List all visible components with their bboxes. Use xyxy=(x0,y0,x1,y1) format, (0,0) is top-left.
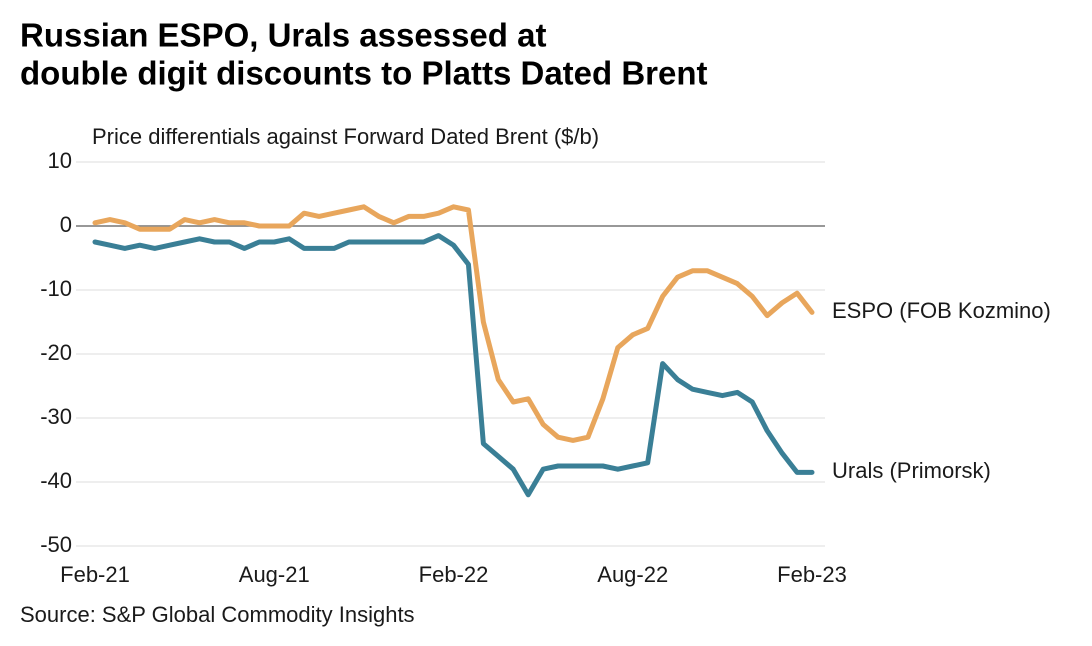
chart-title: double digit discounts to Platts Dated B… xyxy=(20,55,708,92)
y-tick-label: -30 xyxy=(40,404,72,429)
subtitle: Price differentials against Forward Date… xyxy=(92,124,599,149)
x-tick-label: Feb-23 xyxy=(777,562,847,587)
series-line xyxy=(92,233,815,498)
y-tick-label: 0 xyxy=(60,212,72,237)
y-tick-label: -40 xyxy=(40,468,72,493)
series-line xyxy=(92,204,815,443)
x-tick-label: Feb-22 xyxy=(419,562,489,587)
legend-label: Urals (Primorsk) xyxy=(832,458,991,483)
x-tick-label: Aug-21 xyxy=(239,562,310,587)
x-tick-label: Feb-21 xyxy=(60,562,130,587)
legend-label: ESPO (FOB Kozmino) xyxy=(832,298,1051,323)
y-tick-label: -50 xyxy=(40,532,72,557)
source: Source: S&P Global Commodity Insights xyxy=(20,602,415,627)
y-tick-label: -10 xyxy=(40,276,72,301)
chart-title: Russian ESPO, Urals assessed at xyxy=(20,17,546,54)
y-tick-label: -20 xyxy=(40,340,72,365)
x-tick-label: Aug-22 xyxy=(597,562,668,587)
y-tick-label: 10 xyxy=(48,148,72,173)
